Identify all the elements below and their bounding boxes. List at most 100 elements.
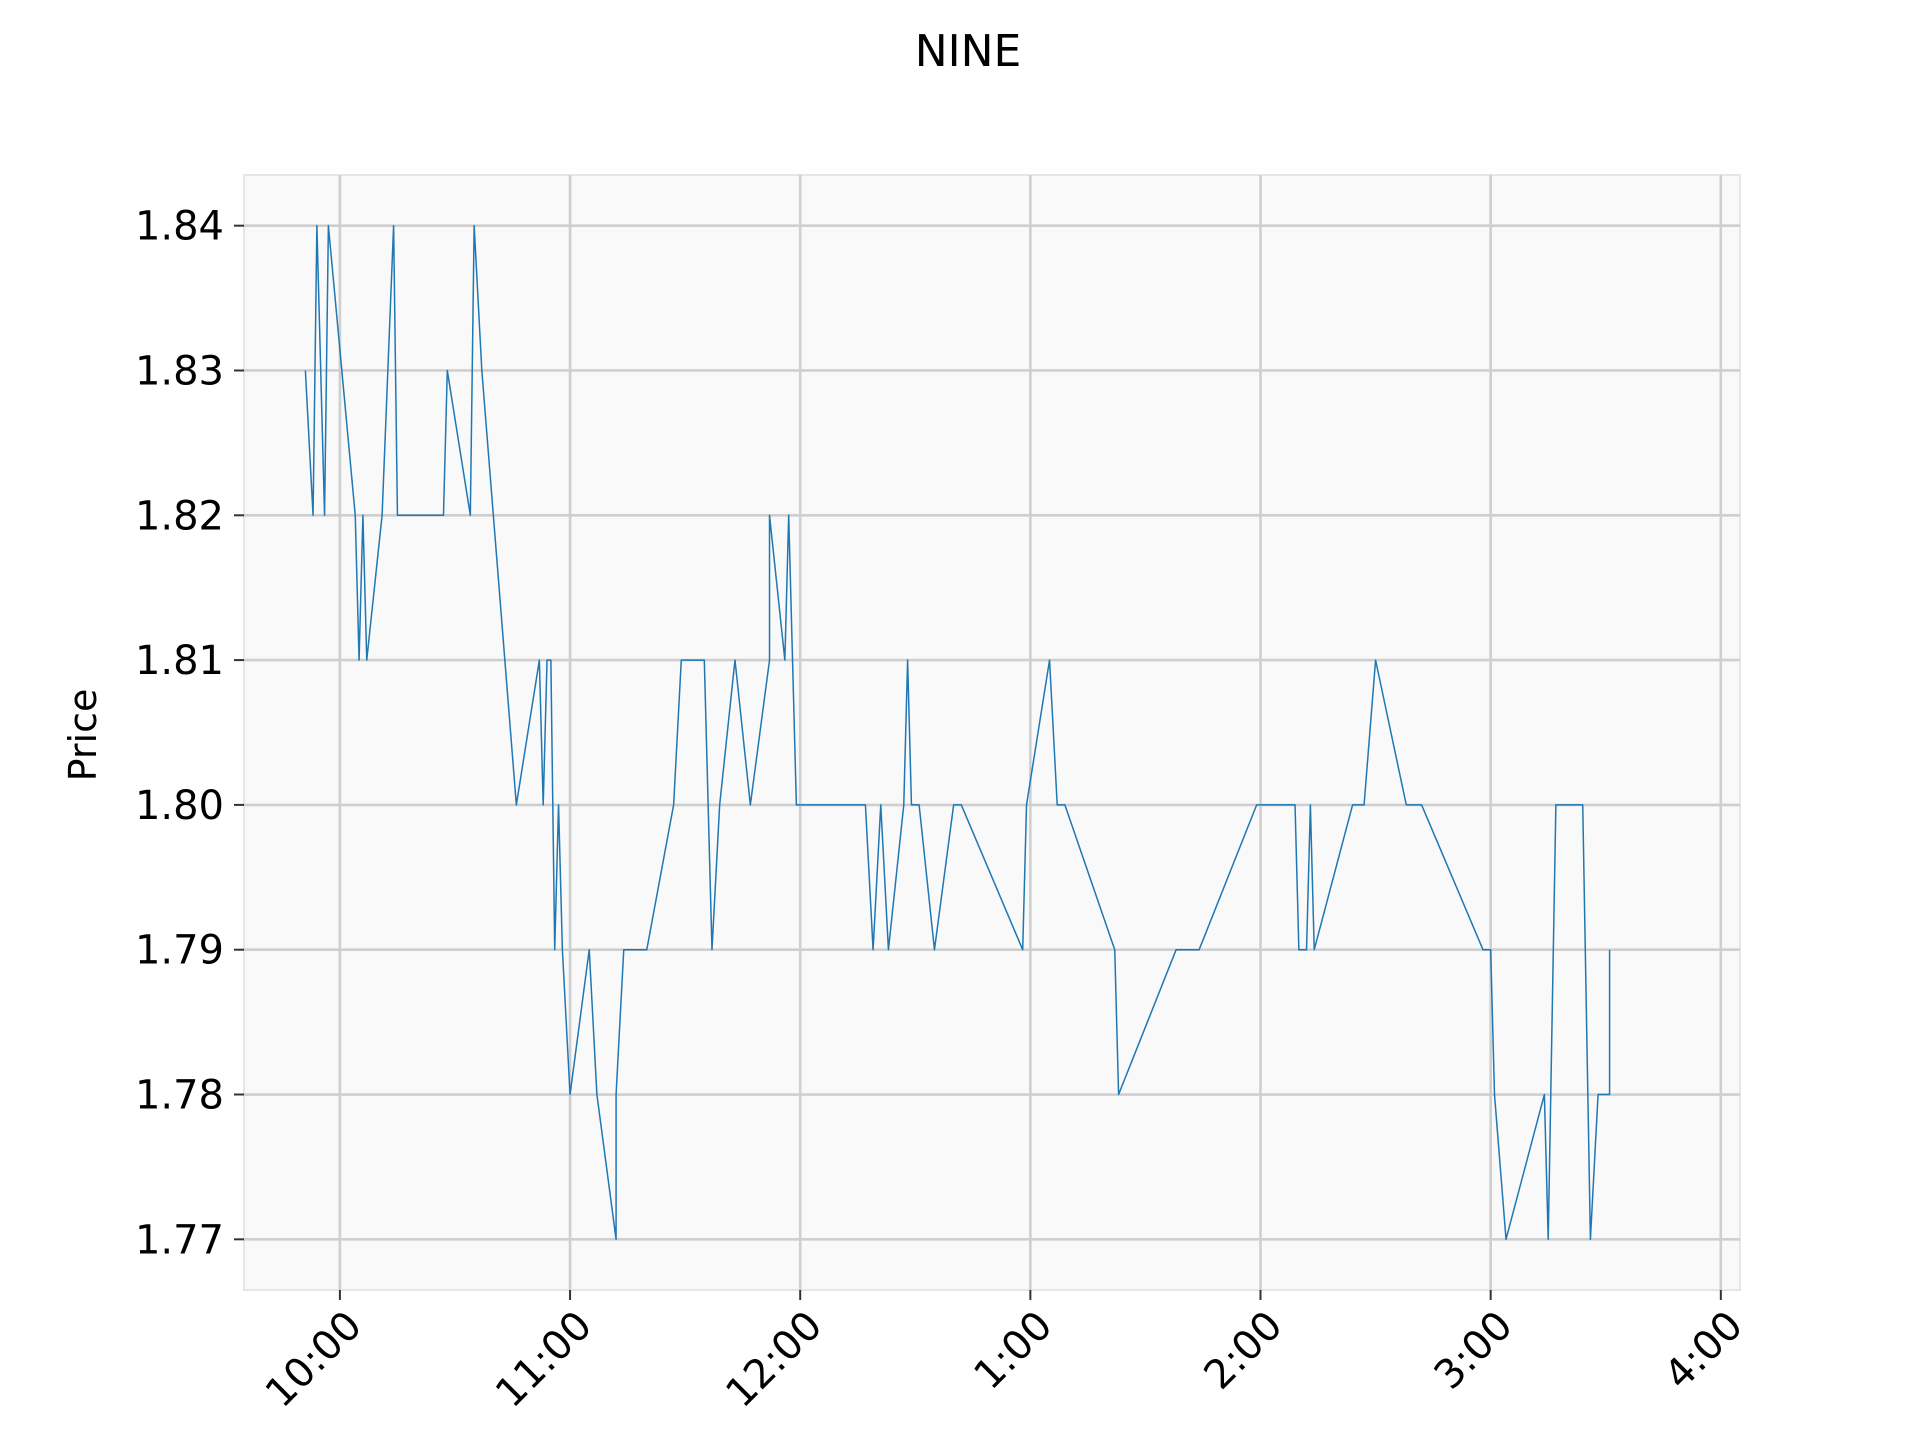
y-axis-label: Price	[61, 689, 105, 782]
data-point	[1405, 804, 1407, 806]
plot-area	[243, 174, 1741, 1291]
data-point	[381, 514, 383, 516]
data-point	[615, 1238, 617, 1240]
data-point	[1582, 804, 1584, 806]
data-point	[960, 804, 962, 806]
data-point	[703, 659, 705, 661]
y-tick-label: 1.83	[135, 348, 224, 394]
data-point	[442, 514, 444, 516]
data-point	[880, 804, 882, 806]
data-point	[672, 804, 674, 806]
price-series-line	[304, 224, 1611, 1241]
data-point	[1374, 659, 1376, 661]
series-layer	[304, 224, 1611, 1241]
data-point	[1309, 804, 1311, 806]
data-point	[550, 659, 552, 661]
data-point	[1064, 804, 1066, 806]
data-point	[392, 224, 394, 226]
y-tick-label: 1.82	[135, 493, 224, 539]
data-point	[680, 659, 682, 661]
data-point	[358, 659, 360, 661]
data-point	[1198, 949, 1200, 951]
data-point	[1555, 804, 1557, 806]
data-point	[918, 804, 920, 806]
data-point	[1493, 1093, 1495, 1095]
data-point	[323, 514, 325, 516]
data-point	[1597, 1093, 1599, 1095]
data-point	[1547, 1238, 1549, 1240]
data-point	[734, 659, 736, 661]
data-point	[1305, 949, 1307, 951]
data-point	[749, 804, 751, 806]
data-point	[481, 369, 483, 371]
data-point	[768, 659, 770, 661]
data-point	[1048, 659, 1050, 661]
data-point	[646, 949, 648, 951]
data-point	[1413, 804, 1415, 806]
data-point	[1543, 1093, 1545, 1095]
data-point	[1298, 949, 1300, 951]
data-point	[887, 949, 889, 951]
data-point	[1313, 949, 1315, 951]
data-point	[542, 804, 544, 806]
data-point	[469, 514, 471, 516]
data-point	[784, 659, 786, 661]
data-point	[473, 224, 475, 226]
data-point	[718, 804, 720, 806]
data-point	[588, 949, 590, 951]
data-point	[788, 514, 790, 516]
data-point	[1505, 1238, 1507, 1240]
data-point	[864, 804, 866, 806]
data-point	[1175, 949, 1177, 951]
data-point	[1489, 949, 1491, 951]
y-axis: 1.77 1.78 1.79 1.80 1.81 1.82 1.83 1.84	[135, 204, 244, 1263]
data-point	[1056, 804, 1058, 806]
data-point	[1021, 949, 1023, 951]
y-tick-label: 1.80	[135, 783, 224, 829]
data-point	[623, 949, 625, 951]
data-point	[903, 804, 905, 806]
data-point	[711, 949, 713, 951]
chart-title: NINE	[915, 26, 1022, 77]
data-point	[538, 659, 540, 661]
data-point	[1608, 1093, 1610, 1095]
data-point	[327, 224, 329, 226]
data-point	[1559, 804, 1561, 806]
data-point	[1294, 804, 1296, 806]
data-point	[1589, 1238, 1591, 1240]
y-tick-label: 1.79	[135, 928, 224, 974]
grid-lines	[244, 175, 1740, 1290]
data-point	[1608, 949, 1610, 951]
data-point	[768, 514, 770, 516]
data-point	[557, 804, 559, 806]
data-point	[933, 949, 935, 951]
data-point	[952, 804, 954, 806]
data-point	[316, 224, 318, 226]
data-point	[312, 514, 314, 516]
data-point	[396, 514, 398, 516]
data-point	[546, 659, 548, 661]
data-point	[304, 369, 306, 371]
data-point	[795, 804, 797, 806]
data-point	[910, 804, 912, 806]
data-point	[596, 1093, 598, 1095]
data-point	[1420, 804, 1422, 806]
data-point	[615, 1093, 617, 1095]
data-point	[362, 514, 364, 516]
data-point	[872, 949, 874, 951]
data-point	[354, 514, 356, 516]
y-tick-label: 1.78	[135, 1073, 224, 1119]
data-point	[1025, 804, 1027, 806]
data-point	[1351, 804, 1353, 806]
data-point	[906, 659, 908, 661]
data-point	[446, 369, 448, 371]
y-tick-label: 1.84	[135, 204, 224, 250]
data-point	[515, 804, 517, 806]
data-point	[1255, 804, 1257, 806]
data-point	[569, 1093, 571, 1095]
data-point	[561, 949, 563, 951]
data-point	[366, 659, 368, 661]
data-point	[1482, 949, 1484, 951]
